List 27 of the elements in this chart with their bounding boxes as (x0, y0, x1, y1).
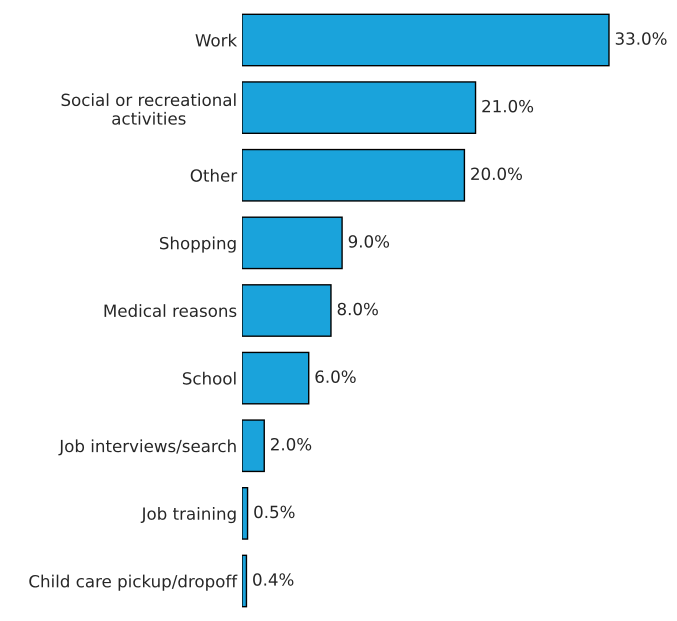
bar (242, 81, 476, 134)
y-tick-label: Job training (140, 507, 236, 524)
data-label: 0.4% (253, 573, 294, 586)
y-tick-label: School (182, 372, 236, 385)
y-tick-label: Social or recreational activities (62, 93, 236, 125)
data-label: 8.0% (338, 302, 378, 316)
y-tick-label: Shopping (160, 236, 236, 253)
data-label: 6.0% (315, 370, 356, 383)
data-label: 9.0% (348, 235, 390, 248)
y-tick-label: Work (195, 34, 238, 47)
bar (242, 14, 610, 66)
y-tick-label: Child care pickup/dropoff (29, 574, 238, 591)
bar (242, 216, 343, 270)
data-label: 0.5% (254, 506, 295, 518)
y-tick-label: Other (190, 168, 238, 182)
data-label: 21.0% (482, 100, 534, 112)
bar (242, 486, 248, 540)
bar (242, 419, 265, 472)
y-tick-label: Job interviews/search (58, 439, 236, 456)
data-label: 20.0% (471, 167, 522, 180)
bar (242, 148, 466, 202)
y-tick-label: Medical reasons (104, 304, 236, 318)
bar (242, 284, 332, 337)
data-label: 2.0% (271, 438, 312, 451)
bar (242, 554, 248, 608)
data-label: 33.0% (616, 32, 667, 45)
bar (242, 352, 310, 405)
